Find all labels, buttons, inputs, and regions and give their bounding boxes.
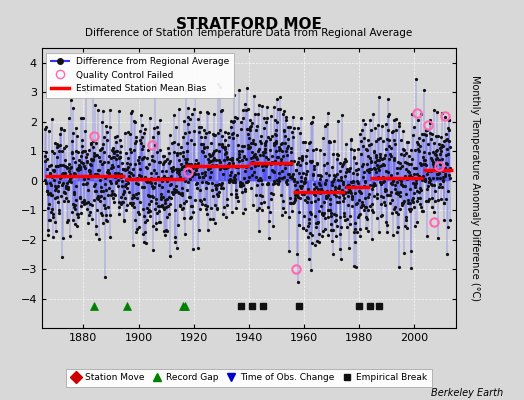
Text: Difference of Station Temperature Data from Regional Average: Difference of Station Temperature Data f… <box>85 28 412 38</box>
Text: Berkeley Earth: Berkeley Earth <box>431 388 503 398</box>
Title: STRATFORD MOE: STRATFORD MOE <box>176 16 322 32</box>
Y-axis label: Monthly Temperature Anomaly Difference (°C): Monthly Temperature Anomaly Difference (… <box>470 75 480 301</box>
Legend: Station Move, Record Gap, Time of Obs. Change, Empirical Break: Station Move, Record Gap, Time of Obs. C… <box>66 369 432 387</box>
